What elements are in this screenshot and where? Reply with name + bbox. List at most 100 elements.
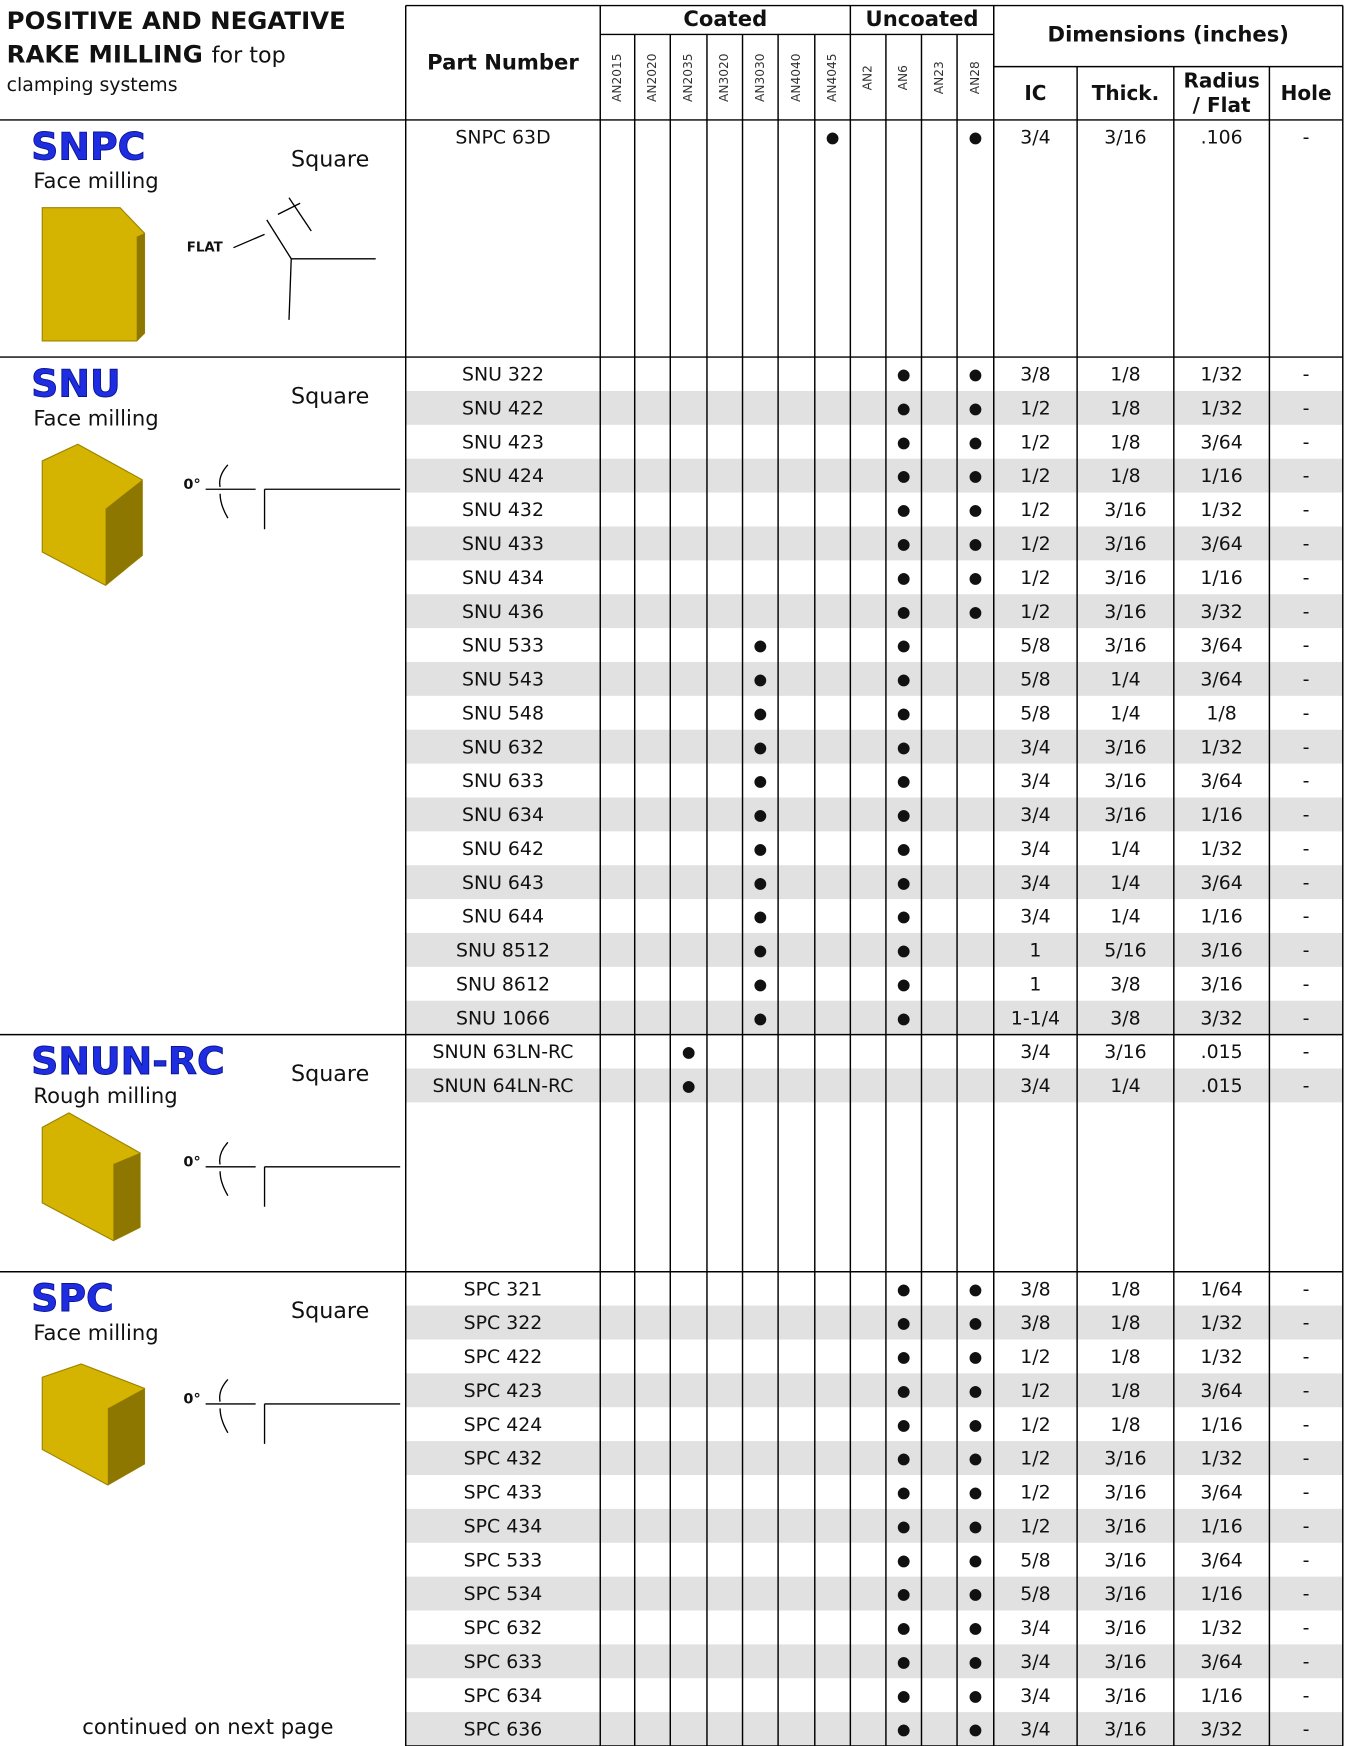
subtitle: clamping systems (7, 74, 178, 96)
subtitle: for top (212, 42, 286, 68)
dimension: 1/8 (1110, 1278, 1140, 1300)
dimension: - (1303, 499, 1310, 521)
insert-side (105, 479, 143, 586)
grade-mark: ● (969, 1721, 983, 1739)
grade-header: AN2035 (681, 53, 695, 102)
grade-mark: ● (969, 1280, 983, 1298)
dimension: 1/8 (1110, 1346, 1140, 1368)
dimension: 3/16 (1104, 635, 1146, 657)
dimension: .015 (1201, 1075, 1243, 1097)
dimension: 1/2 (1020, 431, 1050, 453)
dimension: - (1303, 635, 1310, 657)
grade-mark: ● (969, 366, 983, 384)
dimension: 1/32 (1200, 499, 1242, 521)
dimension: 3/4 (1020, 770, 1050, 792)
dimension: 3/16 (1104, 1719, 1146, 1741)
diagram (205, 1379, 401, 1444)
grade-mark: ● (754, 1009, 768, 1027)
part-number: SNU 633 (462, 770, 544, 792)
grade-header: AN2 (861, 65, 875, 90)
part-number: SPC 321 (464, 1278, 543, 1300)
dimension: 1/2 (1020, 398, 1050, 420)
dimension: - (1303, 804, 1310, 826)
row-shade (405, 1576, 1343, 1611)
part-number: SPC 632 (464, 1617, 543, 1639)
dimension: - (1303, 1346, 1310, 1368)
diagram (233, 197, 376, 320)
dimension: 1/2 (1020, 1414, 1050, 1436)
dimension: - (1303, 736, 1310, 758)
grade-mark: ● (969, 467, 983, 485)
dimension: 1/4 (1110, 906, 1140, 928)
dimension: 1/32 (1200, 838, 1242, 860)
grade-mark: ● (897, 671, 911, 689)
row-shade (405, 1068, 1343, 1103)
diagram (205, 1141, 401, 1207)
dimension: 3/32 (1200, 1007, 1242, 1029)
dimension: 3/64 (1200, 872, 1242, 894)
grade-mark: ● (969, 1619, 983, 1637)
dimension: 1 (1029, 973, 1041, 995)
grade-mark: ● (897, 467, 911, 485)
dimension: 3/64 (1200, 669, 1242, 691)
grade-mark: ● (969, 501, 983, 519)
dimension: 3/32 (1200, 1719, 1242, 1741)
dimension: 3/16 (1104, 1583, 1146, 1605)
grade-mark: ● (897, 1009, 911, 1027)
dimension: 3/16 (1104, 1448, 1146, 1470)
grade-header: AN6 (896, 65, 910, 90)
dimension: 3/64 (1200, 1651, 1242, 1673)
grade-mark: ● (897, 1314, 911, 1332)
grade-mark: ● (969, 1551, 983, 1569)
dimension: 1/16 (1200, 1583, 1242, 1605)
dimension: 1/16 (1200, 1685, 1242, 1707)
grade-mark: ● (826, 129, 840, 147)
grade-mark: ● (897, 1450, 911, 1468)
grade-mark: ● (754, 637, 768, 655)
grade-mark: ● (897, 535, 911, 553)
grade-mark: ● (969, 1348, 983, 1366)
dimension: 1 (1029, 940, 1041, 962)
grade-mark: ● (897, 637, 911, 655)
dimension: 3/4 (1020, 838, 1050, 860)
grade-mark: ● (969, 1517, 983, 1535)
grade-mark: ● (969, 1382, 983, 1400)
dimension: 3/32 (1200, 601, 1242, 623)
dimension: 1/8 (1110, 431, 1140, 453)
part-number: SPC 636 (464, 1719, 543, 1741)
part-number: SNUN 63LN-RC (433, 1041, 574, 1063)
dimension: 1/8 (1110, 1380, 1140, 1402)
dimension: - (1303, 1312, 1310, 1334)
dimension: 5/8 (1020, 1549, 1050, 1571)
grade-mark: ● (754, 704, 768, 722)
grade-mark: ● (969, 1687, 983, 1705)
dimension: - (1303, 702, 1310, 724)
grade-mark: ● (897, 772, 911, 790)
diagram-label: 0° (183, 1391, 200, 1407)
grade-header: AN4040 (789, 53, 803, 102)
dimension: 1/8 (1110, 398, 1140, 420)
shape: Square (291, 384, 369, 410)
grade-mark: ● (897, 1687, 911, 1705)
dimension: 5/8 (1020, 1583, 1050, 1605)
dimension: - (1303, 1278, 1310, 1300)
dimension: - (1303, 1007, 1310, 1029)
dimension: - (1303, 127, 1310, 149)
dimension: 1/2 (1020, 533, 1050, 555)
title-bold: RAKE MILLING (7, 40, 203, 69)
part-number: SNU 322 (462, 364, 544, 386)
insert-side (136, 233, 145, 341)
grade-mark: ● (897, 840, 911, 858)
dimension: 5/8 (1020, 635, 1050, 657)
dimension: 3/64 (1200, 1380, 1242, 1402)
insert-side (107, 1388, 145, 1485)
part-number: SPC 322 (464, 1312, 543, 1334)
series-name: SNU (31, 361, 121, 405)
dimension: 3/8 (1020, 364, 1050, 386)
grade-mark: ● (969, 433, 983, 451)
dimension: - (1303, 1448, 1310, 1470)
application: Face milling (33, 1320, 158, 1345)
part-number: SPC 634 (464, 1685, 543, 1707)
dimension: 3/64 (1200, 431, 1242, 453)
part-number: SNU 644 (462, 906, 544, 928)
